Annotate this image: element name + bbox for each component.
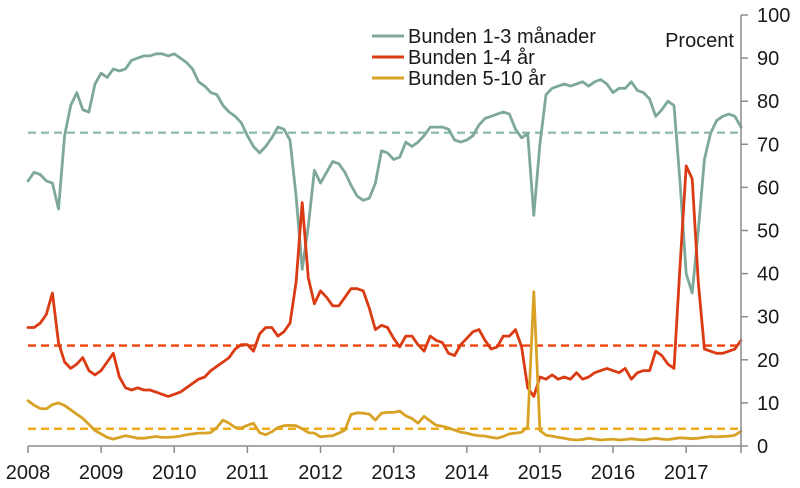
y-tick-label: 0: [757, 436, 768, 458]
y-tick-label: 70: [757, 134, 779, 156]
series-line-bunden-1-3-m-nader: [26, 52, 743, 295]
y-tick-label: 30: [757, 307, 779, 329]
x-tick-label: 2010: [152, 462, 197, 484]
series-line-bunden-5-10-r: [26, 290, 743, 442]
y-axis-unit-label: Procent: [665, 30, 734, 52]
x-tick-label: 2015: [518, 462, 563, 484]
y-tick-label: 60: [757, 177, 779, 199]
y-tick-label: 90: [757, 48, 779, 70]
x-tick-label: 2012: [298, 462, 343, 484]
y-tick-label: 40: [757, 264, 779, 286]
legend-item: Bunden 1-3 månader: [372, 26, 596, 48]
y-tick-label: 20: [757, 350, 779, 372]
average-lines-group: [28, 131, 741, 430]
legend: Bunden 1-3 månader Bunden 1-4 år Bunden …: [372, 26, 596, 90]
y-tick-label: 50: [757, 221, 779, 243]
series-lines-group: [26, 52, 743, 442]
y-tick-label: 10: [757, 393, 779, 415]
y-tick-label: 80: [757, 91, 779, 113]
series-line-bunden-1-4-r: [26, 164, 743, 398]
x-tick-label: 2011: [226, 462, 269, 484]
y-tick-label: 100: [757, 5, 790, 27]
legend-label-bunden-1-3-man: Bunden 1-3 månader: [408, 26, 596, 48]
axes-group: 2008 2009 2010 2011 2012 2013 2014 2015 2016 2017…: [6, 5, 791, 484]
x-tick-label: 2013: [371, 462, 416, 484]
x-tick-label: 2008: [6, 462, 51, 484]
legend-item: Bunden 5-10 år: [372, 68, 546, 90]
x-tick-label: 2016: [591, 462, 636, 484]
legend-label-bunden-5-10-ar: Bunden 5-10 år: [408, 68, 546, 90]
legend-label-bunden-1-4-ar: Bunden 1-4 år: [408, 47, 535, 69]
x-tick-label: 2009: [79, 462, 124, 484]
x-tick-label: 2017: [664, 462, 709, 484]
legend-item: Bunden 1-4 år: [372, 47, 535, 69]
x-tick-label: 2014: [445, 462, 490, 484]
